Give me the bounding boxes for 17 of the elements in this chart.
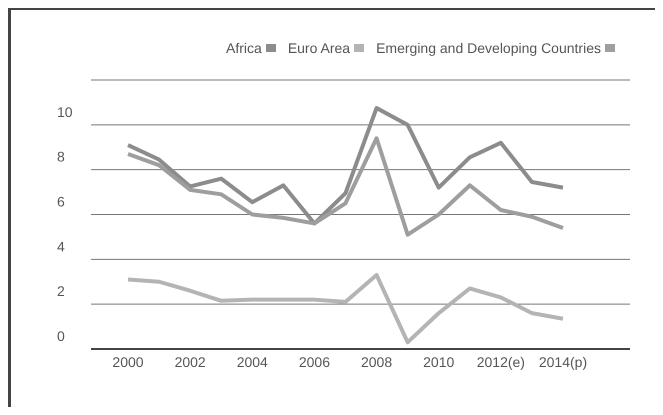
x-tick-label: 2010 — [423, 354, 454, 370]
legend-label: Euro Area — [288, 40, 350, 56]
x-tick-label: 2006 — [298, 354, 330, 370]
x-tick-label: 2012(e) — [476, 354, 525, 370]
y-tick-label: 4 — [57, 238, 65, 254]
y-tick-label: 0 — [57, 328, 65, 344]
x-tick-label: 2004 — [236, 354, 268, 370]
y-tick-label: 8 — [57, 148, 65, 165]
y-tick-label: 2 — [57, 283, 65, 300]
x-tick-label: 2014(p) — [538, 354, 588, 370]
legend-label: Emerging and Developing Countries — [376, 40, 601, 56]
x-tick-label: 2000 — [112, 354, 144, 370]
y-tick-label: 10 — [57, 104, 73, 120]
legend-label: Africa — [226, 40, 262, 56]
x-tick-label: 2002 — [174, 354, 206, 370]
x-tick-label: 2008 — [360, 354, 392, 370]
y-tick-label: 6 — [57, 194, 65, 210]
